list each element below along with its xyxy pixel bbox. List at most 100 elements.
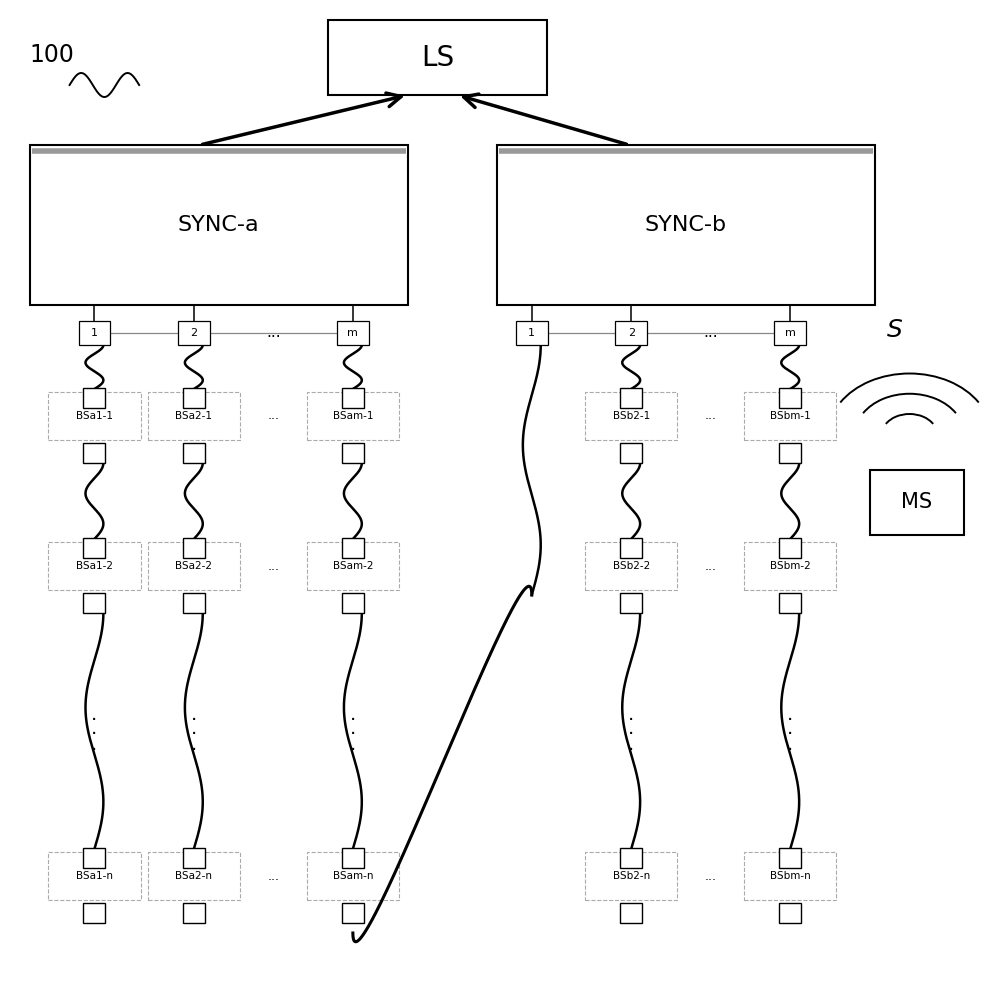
Text: ·: ·: [787, 726, 793, 744]
Bar: [83, 388, 105, 408]
Bar: [779, 593, 801, 613]
Bar: [337, 321, 369, 345]
Text: SYNC-b: SYNC-b: [645, 215, 727, 235]
Bar: [620, 848, 642, 868]
Bar: [620, 388, 642, 408]
Bar: [49, 852, 141, 900]
Bar: [148, 542, 241, 590]
Bar: [49, 392, 141, 440]
Bar: [779, 388, 801, 408]
Text: 100: 100: [30, 43, 75, 67]
Bar: [183, 903, 205, 923]
Text: BSbm-n: BSbm-n: [770, 871, 810, 881]
Bar: [779, 903, 801, 923]
Bar: [585, 392, 678, 440]
Bar: [744, 392, 837, 440]
Text: BSa2-n: BSa2-n: [175, 871, 213, 881]
Bar: [79, 321, 110, 345]
Text: ·: ·: [350, 740, 356, 760]
Bar: [148, 852, 241, 900]
Text: BSb2-2: BSb2-2: [612, 561, 650, 571]
Text: ...: ...: [267, 409, 279, 422]
Bar: [183, 443, 205, 463]
Text: ...: ...: [267, 560, 279, 572]
Bar: [342, 443, 364, 463]
Text: ·: ·: [787, 740, 793, 760]
Text: ...: ...: [704, 325, 718, 340]
Bar: [620, 538, 642, 558]
Text: 1: 1: [90, 328, 98, 338]
Text: S: S: [887, 318, 903, 342]
Bar: [183, 388, 205, 408]
Bar: [83, 538, 105, 558]
Bar: [779, 848, 801, 868]
Bar: [178, 321, 210, 345]
Text: ·: ·: [628, 740, 634, 760]
Bar: [148, 392, 241, 440]
Text: m: m: [348, 328, 358, 338]
Text: ·: ·: [628, 726, 634, 744]
Bar: [183, 593, 205, 613]
Text: ...: ...: [266, 325, 280, 340]
Text: ...: ...: [267, 869, 279, 882]
Text: ·: ·: [91, 726, 97, 744]
Text: SYNC-a: SYNC-a: [178, 215, 259, 235]
Bar: [585, 852, 678, 900]
Bar: [620, 903, 642, 923]
Text: BSa1-2: BSa1-2: [76, 561, 113, 571]
Text: MS: MS: [902, 492, 932, 512]
Bar: [183, 848, 205, 868]
Text: BSa2-2: BSa2-2: [175, 561, 213, 571]
Text: ·: ·: [628, 711, 634, 730]
Bar: [307, 852, 400, 900]
Bar: [497, 145, 875, 305]
Bar: [30, 145, 408, 305]
Bar: [615, 321, 647, 345]
Bar: [342, 903, 364, 923]
Text: LS: LS: [420, 43, 454, 72]
Text: ...: ...: [705, 560, 717, 572]
Text: ·: ·: [350, 726, 356, 744]
Text: ·: ·: [91, 711, 97, 730]
Text: BSam-2: BSam-2: [333, 561, 373, 571]
Bar: [870, 470, 964, 535]
Bar: [342, 593, 364, 613]
Bar: [779, 443, 801, 463]
Text: BSb2-n: BSb2-n: [612, 871, 650, 881]
Text: m: m: [785, 328, 795, 338]
Text: ·: ·: [191, 740, 197, 760]
Text: BSbm-1: BSbm-1: [770, 411, 810, 421]
Text: 1: 1: [528, 328, 536, 338]
Text: BSa1-1: BSa1-1: [76, 411, 113, 421]
Text: ·: ·: [350, 711, 356, 730]
Text: ·: ·: [91, 740, 97, 760]
Bar: [774, 321, 806, 345]
Bar: [307, 542, 400, 590]
Bar: [83, 593, 105, 613]
Text: ...: ...: [705, 869, 717, 882]
Text: BSbm-2: BSbm-2: [770, 561, 810, 571]
Bar: [183, 538, 205, 558]
Bar: [342, 848, 364, 868]
Text: ·: ·: [191, 726, 197, 744]
Text: BSb2-1: BSb2-1: [612, 411, 650, 421]
Text: ·: ·: [191, 711, 197, 730]
Text: BSam-n: BSam-n: [333, 871, 373, 881]
Bar: [342, 538, 364, 558]
Bar: [307, 392, 400, 440]
Bar: [585, 542, 678, 590]
Bar: [83, 903, 105, 923]
Bar: [516, 321, 548, 345]
Text: ...: ...: [705, 409, 717, 422]
Text: 2: 2: [190, 328, 198, 338]
Bar: [744, 542, 837, 590]
Text: BSam-1: BSam-1: [333, 411, 373, 421]
Bar: [779, 538, 801, 558]
Bar: [49, 542, 141, 590]
Bar: [620, 443, 642, 463]
Bar: [342, 388, 364, 408]
Text: ·: ·: [787, 711, 793, 730]
Text: 2: 2: [627, 328, 635, 338]
Text: BSa1-n: BSa1-n: [76, 871, 113, 881]
Bar: [328, 20, 547, 95]
